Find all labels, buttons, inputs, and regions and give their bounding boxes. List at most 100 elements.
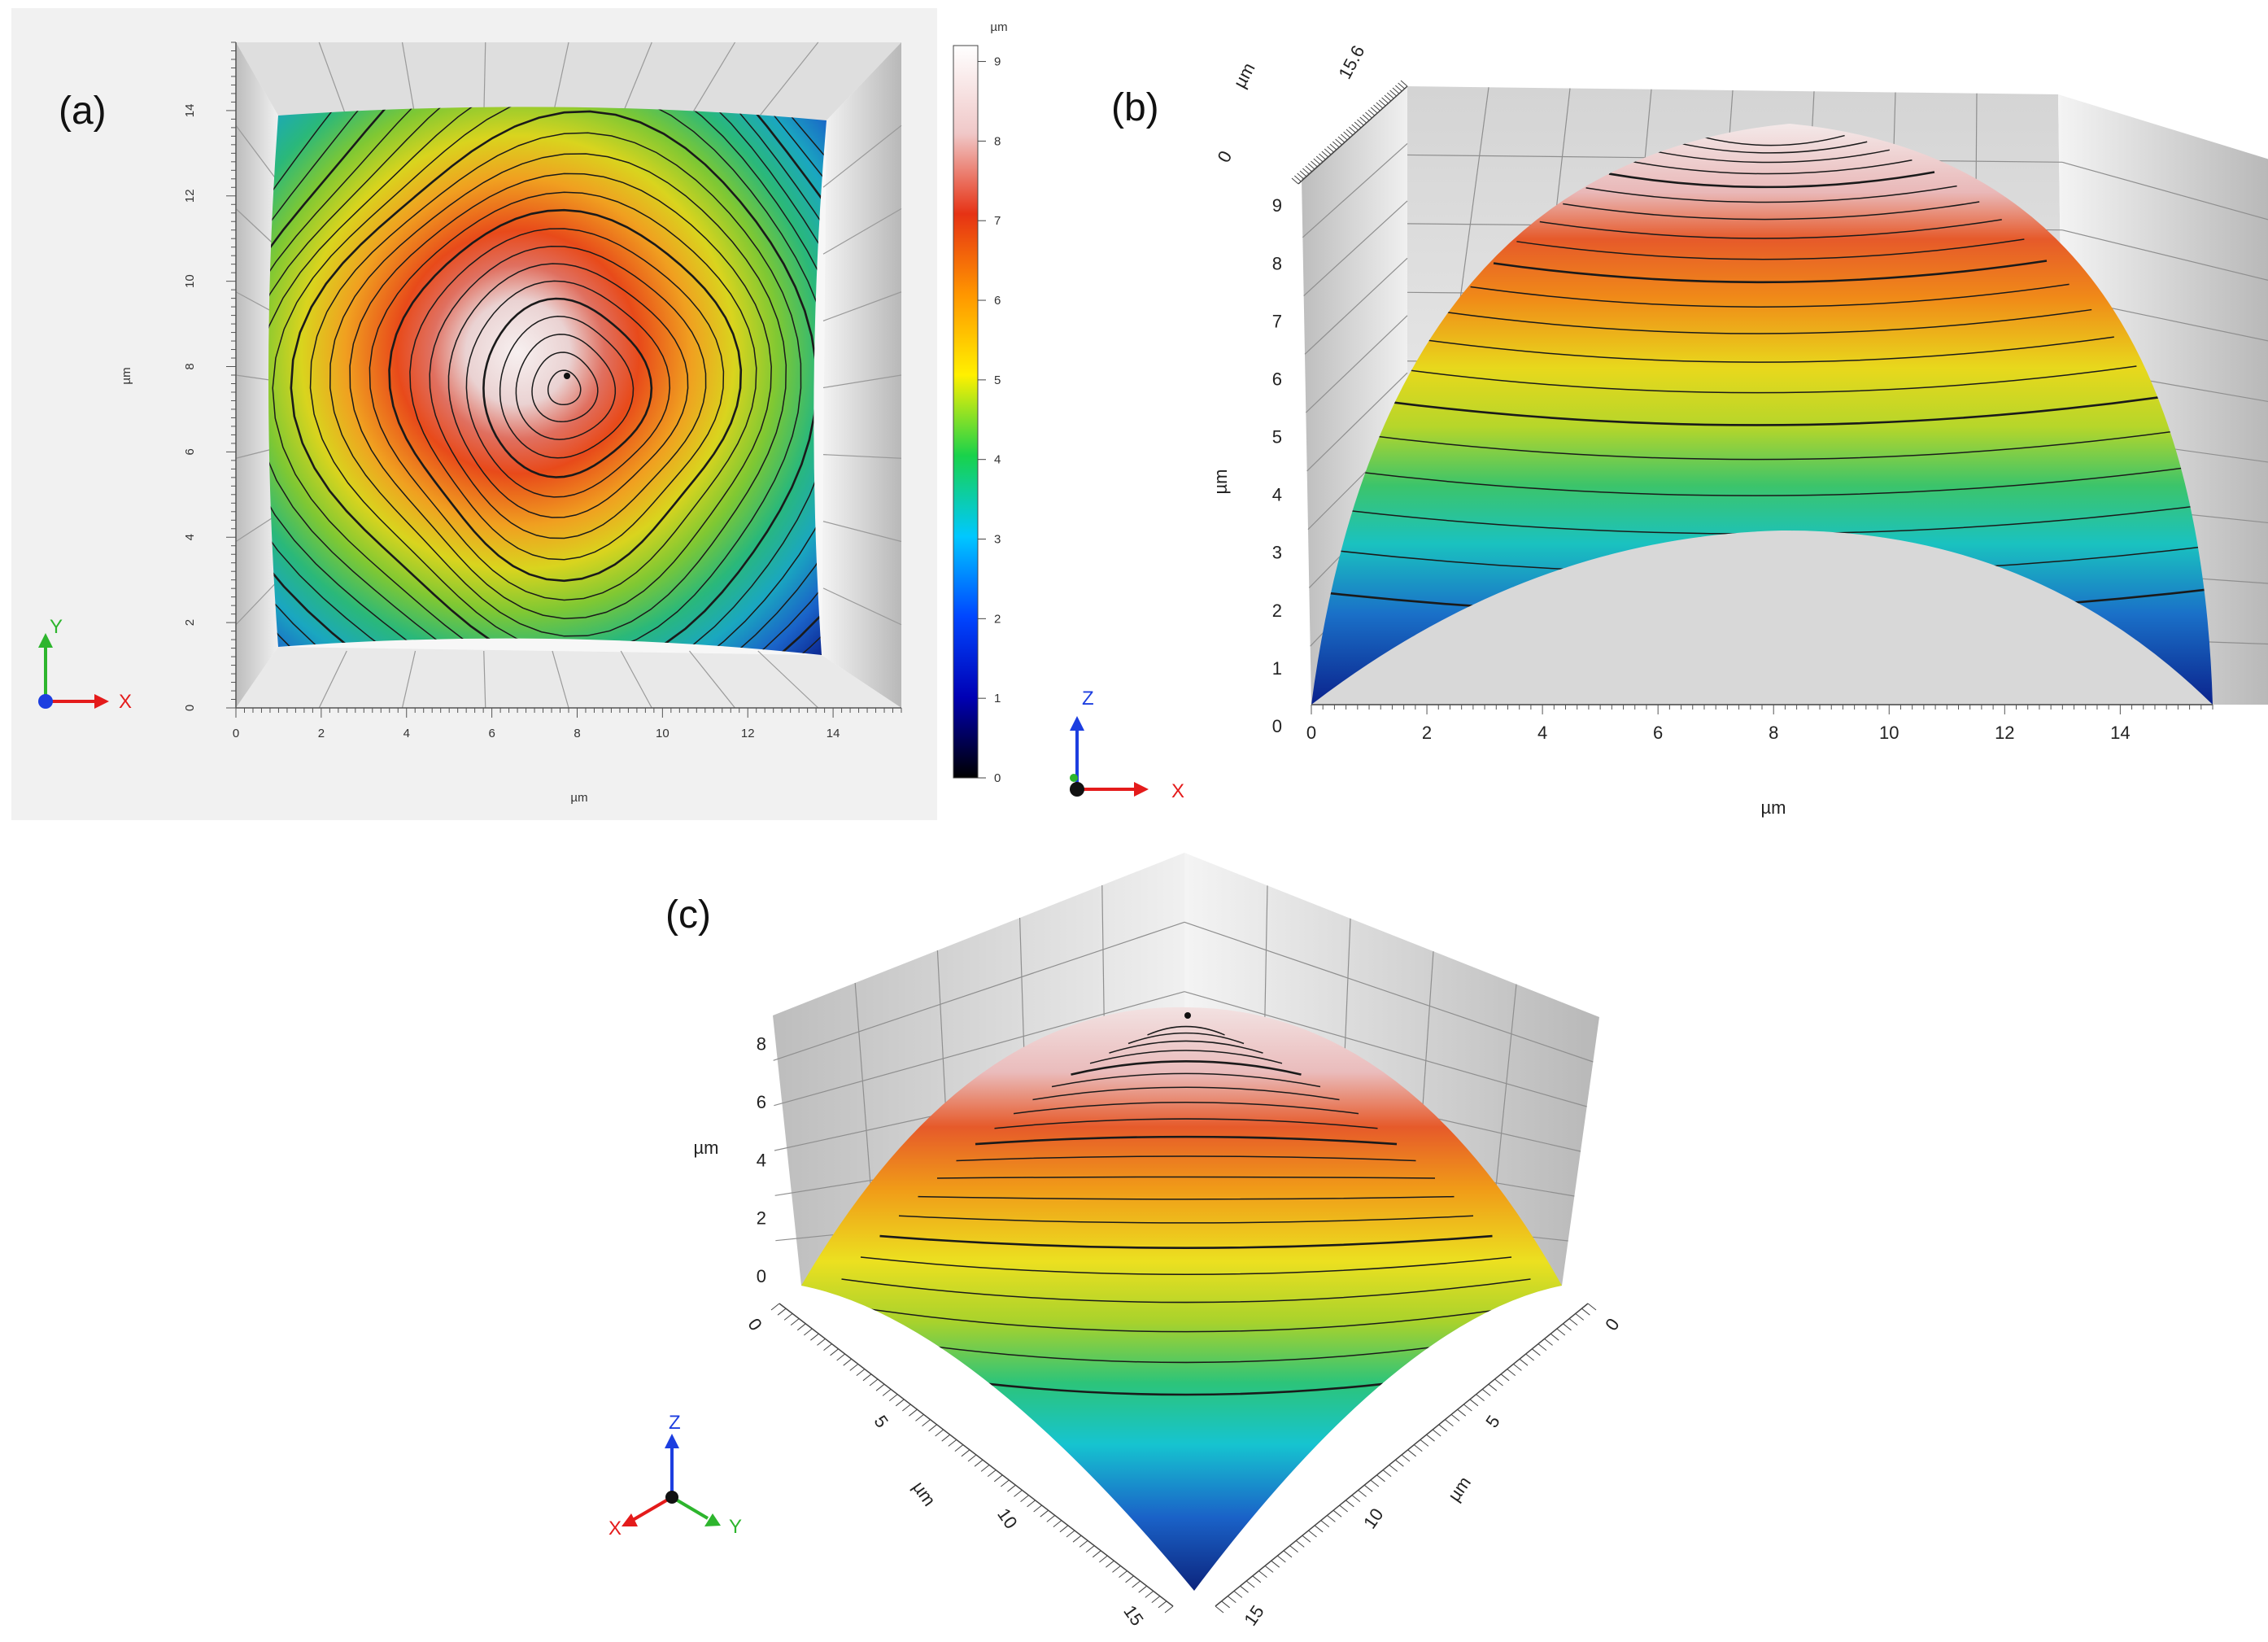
contour-line: [918, 1195, 1455, 1200]
x-minor-tick: [1053, 1520, 1062, 1527]
x-minor-tick: [909, 1408, 918, 1417]
panel-a-peak-marker: [564, 373, 570, 379]
panel-c-y-tick-label: 0: [1601, 1315, 1624, 1334]
panel-b-z-tick-label: 5: [1272, 427, 1282, 448]
x-minor-tick: [882, 1389, 892, 1396]
depth-minor-tick: [1343, 131, 1350, 138]
x-minor-tick: [1158, 1601, 1167, 1609]
depth-minor-tick: [1394, 85, 1402, 92]
y-minor-tick: [1327, 1515, 1336, 1522]
y-minor-tick: [1358, 1490, 1367, 1497]
panel-b-z-tick-label: 9: [1272, 195, 1282, 216]
y-minor-tick: [1563, 1323, 1572, 1331]
x-minor-tick: [922, 1419, 931, 1426]
depth-minor-tick: [1398, 82, 1405, 90]
panel-a-triad-x-label: X: [119, 691, 132, 713]
x-minor-tick: [1014, 1490, 1023, 1497]
depth-minor-tick: [1346, 129, 1354, 136]
panel-a-x-ticks: 0 2 4 6 8 10 12 14: [233, 708, 902, 740]
y-minor-tick: [1488, 1383, 1498, 1391]
y-minor-tick: [1507, 1369, 1516, 1376]
y-minor-tick: [1513, 1364, 1522, 1371]
x-minor-tick: [915, 1414, 924, 1421]
contour-line: [349, 172, 772, 619]
contour-line: [975, 1135, 1398, 1146]
x-minor-tick: [830, 1348, 839, 1356]
contour-line: [1701, 134, 1845, 146]
x-minor-tick: [1119, 1570, 1127, 1578]
contour-line: [1127, 1032, 1245, 1045]
depth-minor-tick: [1335, 138, 1342, 146]
x-minor-tick: [1112, 1566, 1121, 1573]
panel-a-y-tick-label: 2: [183, 619, 197, 626]
y-minor-tick: [1215, 1605, 1224, 1614]
y-minor-tick: [1314, 1525, 1324, 1533]
contour-line: [369, 191, 757, 601]
depth-minor-tick: [1386, 92, 1394, 99]
y-minor-tick: [1363, 1484, 1373, 1492]
depth-minor-tick: [1324, 148, 1332, 155]
panel-c-label: (c): [665, 893, 711, 937]
x-minor-tick: [1027, 1500, 1036, 1508]
panel-c-z-tick-label: 2: [757, 1208, 766, 1229]
y-minor-tick: [1277, 1555, 1286, 1563]
panel-a-x-tick-label: 8: [574, 727, 580, 740]
contour-line: [1470, 283, 2070, 308]
depth-minor-tick: [1376, 102, 1384, 109]
contour-line: [1354, 430, 2182, 461]
contour-line: [994, 1118, 1378, 1129]
y-minor-tick: [1445, 1419, 1454, 1426]
panel-c-x-tick-label: 0: [744, 1315, 766, 1334]
panel-b-axis-triad: Z X: [1070, 688, 1184, 802]
depth-minor-tick: [1294, 175, 1302, 182]
contour-line: [482, 297, 653, 478]
contour-line: [1678, 141, 1868, 154]
depth-minor-tick: [1370, 107, 1378, 114]
y-minor-tick: [1587, 1303, 1597, 1311]
x-minor-tick: [836, 1353, 845, 1361]
y-minor-tick: [1525, 1353, 1534, 1361]
y-minor-tick: [1302, 1535, 1311, 1543]
x-minor-tick: [1046, 1515, 1056, 1522]
contour-line: [1493, 260, 2048, 284]
panel-b-z-tick-label: 7: [1272, 311, 1282, 331]
contour-line: [956, 1155, 1416, 1162]
panel-b-x-tick-label: 8: [1769, 723, 1778, 743]
panel-a-y-tick-label: 8: [183, 363, 197, 369]
panel-a-y-tick-label: 14: [183, 104, 197, 118]
y-minor-tick: [1221, 1601, 1230, 1609]
panel-a-axis-triad: Y X: [38, 616, 132, 713]
y-minor-tick: [1407, 1449, 1416, 1457]
y-minor-tick: [1476, 1394, 1485, 1401]
contour-line: [898, 1215, 1474, 1224]
panel-b-z-tick-label: 6: [1272, 369, 1282, 389]
depth-minor-tick: [1349, 126, 1356, 133]
contour-line: [1032, 1086, 1340, 1101]
panel-a-x-tick-label: 12: [741, 727, 755, 740]
x-minor-tick: [777, 1308, 787, 1316]
y-minor-tick: [1438, 1424, 1448, 1432]
x-minor-tick: [961, 1449, 970, 1457]
contour-line: [547, 369, 582, 406]
x-minor-tick: [954, 1444, 964, 1452]
panel-a-x-unit: µm: [570, 791, 587, 805]
panel-c-z-tick-label: 0: [757, 1266, 766, 1286]
panel-a-x-tick-label: 4: [403, 727, 410, 740]
panel-b-x-tick-label: 0: [1306, 723, 1316, 743]
contour-line: [1447, 308, 2092, 334]
panel-b-z-tick-label: 0: [1272, 716, 1282, 736]
x-minor-tick: [987, 1470, 997, 1477]
contour-line: [1332, 465, 2205, 496]
depth-minor-tick: [1327, 146, 1334, 153]
y-minor-tick: [1556, 1328, 1566, 1336]
y-minor-tick: [1426, 1434, 1435, 1442]
panel-b-x-tick-label: 10: [1879, 723, 1899, 743]
depth-minor-tick: [1337, 136, 1346, 143]
contour-line: [309, 132, 802, 654]
y-minor-tick: [1271, 1560, 1280, 1568]
y-minor-tick: [1450, 1414, 1460, 1421]
x-minor-tick: [790, 1318, 800, 1325]
contour-line: [1071, 1060, 1302, 1076]
triad-z-arrow-icon: [1070, 716, 1084, 731]
